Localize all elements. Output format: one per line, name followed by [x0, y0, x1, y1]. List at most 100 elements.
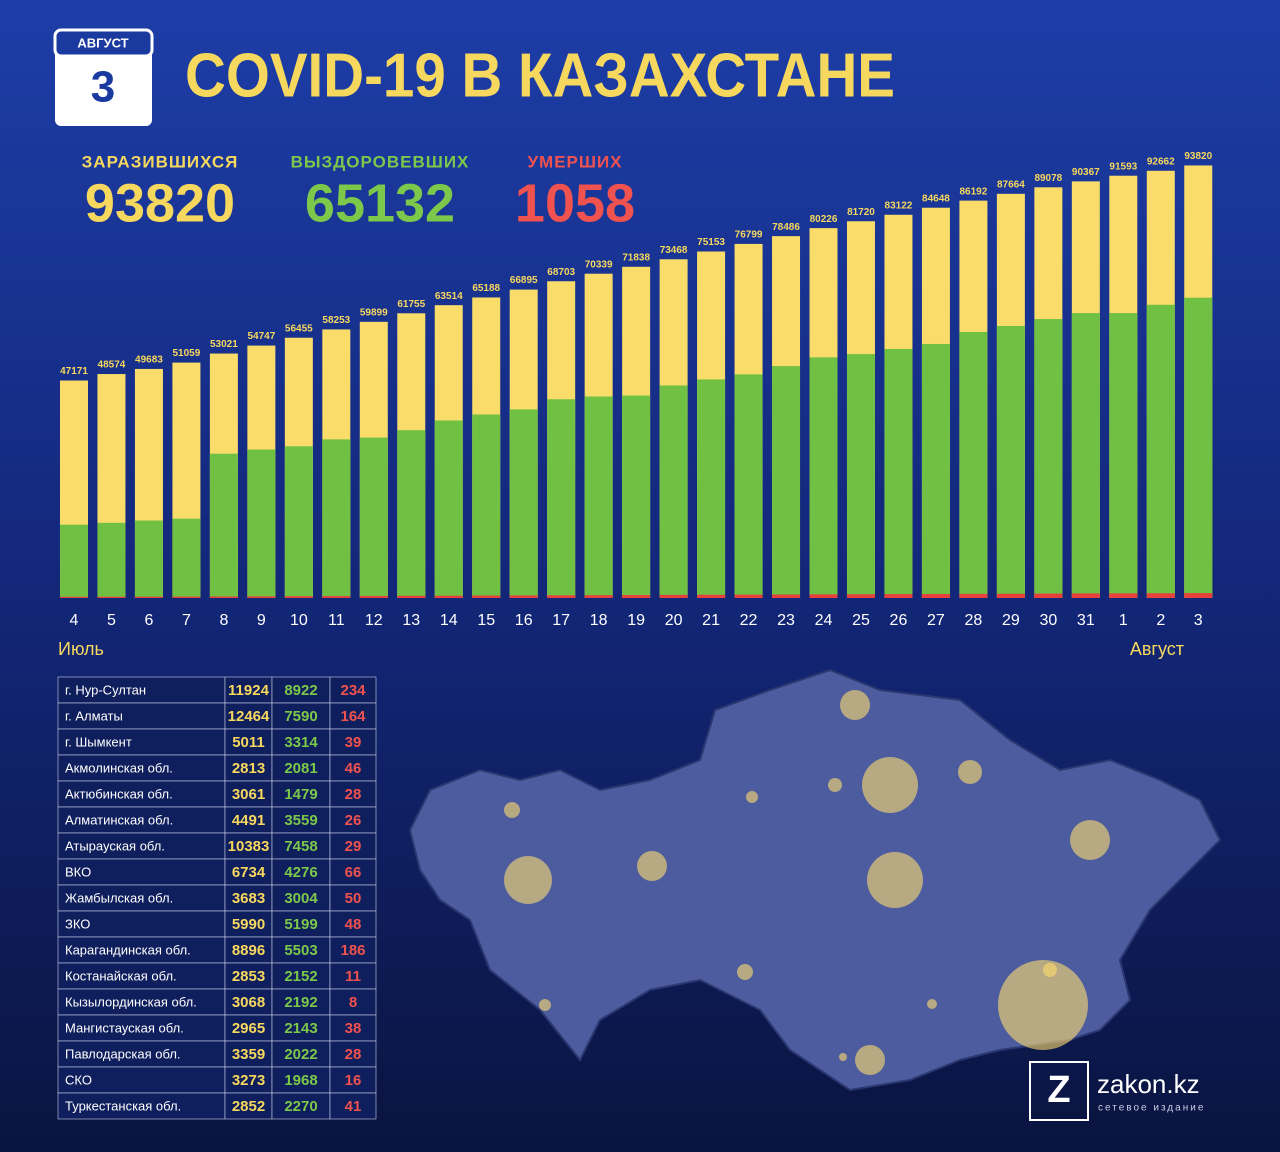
value-label: 70339 [585, 259, 613, 270]
x-tick-label: 29 [1002, 612, 1020, 629]
table-cell [329, 1040, 377, 1068]
bar [172, 518, 201, 598]
bar [584, 595, 613, 598]
bar [472, 414, 501, 598]
table-value: 3061 [232, 786, 265, 803]
table-value: 5199 [284, 916, 317, 933]
table-cell [224, 754, 273, 782]
table-value: 48 [345, 916, 362, 933]
bar [59, 596, 88, 598]
table-cell [57, 910, 226, 938]
x-tick-label: 21 [702, 612, 720, 629]
value-label: 76799 [735, 230, 763, 241]
table-value: 164 [340, 708, 366, 725]
x-tick-label: 20 [665, 612, 683, 629]
table-value: 29 [345, 838, 362, 855]
bar [547, 595, 576, 598]
bar [1034, 319, 1063, 598]
table-cell [271, 676, 331, 704]
table-value: 8 [349, 994, 357, 1011]
table-cell [271, 884, 331, 912]
table-cell [224, 1092, 273, 1120]
table-value: 5990 [232, 916, 265, 933]
value-label: 61755 [397, 299, 425, 310]
table-value: 3359 [232, 1046, 265, 1063]
table-value: 66 [345, 864, 362, 881]
region-name: Костанайская обл. [65, 968, 177, 983]
bar [846, 594, 875, 598]
table-cell [57, 676, 226, 704]
summary-value: 1058 [515, 173, 635, 233]
value-label: 53021 [210, 339, 238, 350]
bar [359, 437, 388, 598]
table-cell [224, 832, 273, 860]
x-tick-label: 10 [290, 612, 308, 629]
summary-value: 93820 [85, 173, 235, 233]
bar [1109, 313, 1138, 598]
bar [397, 595, 426, 598]
x-tick-label: 4 [70, 612, 79, 629]
annotation: Август [1130, 639, 1184, 659]
bar [846, 354, 875, 598]
region-name: Павлодарская обл. [65, 1046, 181, 1061]
value-label: 63514 [435, 291, 463, 302]
table-cell [329, 988, 377, 1016]
value-label: 66895 [510, 275, 538, 286]
value-label: 78486 [772, 222, 800, 233]
bar [1109, 593, 1138, 598]
bar [734, 594, 763, 598]
bar [659, 594, 688, 598]
region-name: Алматинская обл. [65, 812, 173, 827]
table-value: 11 [345, 968, 361, 985]
month: АВГУСТ [77, 35, 128, 50]
x-tick-label: 24 [815, 612, 833, 629]
bar [772, 366, 801, 598]
bar [434, 420, 463, 598]
table-value: 2192 [284, 994, 317, 1011]
table-cell [329, 962, 377, 990]
table-value: 6734 [232, 864, 266, 881]
table-cell [329, 806, 377, 834]
table-cell [57, 754, 226, 782]
bar [996, 325, 1025, 598]
region-name: г. Алматы [65, 708, 123, 723]
table-cell [271, 832, 331, 860]
region-name: Актюбинская обл. [65, 786, 173, 801]
logo-box [1029, 1061, 1089, 1121]
x-tick-label: 31 [1077, 612, 1095, 629]
table-value: 8896 [232, 942, 265, 959]
region-name: ЗКО [65, 916, 90, 931]
table-cell [57, 962, 226, 990]
table-cell [329, 858, 377, 886]
table-value: 2270 [284, 1098, 317, 1115]
table-cell [271, 1014, 331, 1042]
table-cell [57, 936, 226, 964]
table-cell [57, 832, 226, 860]
value-label: 92662 [1147, 156, 1175, 167]
x-tick-label: 19 [627, 612, 645, 629]
bar [359, 595, 388, 598]
bar [284, 446, 313, 598]
table-value: 4491 [232, 812, 265, 829]
table-value: 4276 [284, 864, 317, 881]
bar [659, 385, 688, 598]
bar [509, 595, 538, 598]
bar [622, 595, 651, 598]
x-tick-label: 27 [927, 612, 945, 629]
x-tick-label: 22 [740, 612, 758, 629]
table-cell [271, 806, 331, 834]
bar [996, 593, 1025, 598]
bar [434, 595, 463, 598]
day: 3 [91, 63, 115, 112]
table-value: 3314 [284, 734, 318, 751]
table-value: 2965 [232, 1020, 265, 1037]
value-label: 83122 [885, 200, 913, 211]
value-label: 51059 [173, 348, 201, 359]
table-value: 41 [345, 1098, 362, 1115]
region-name: ВКО [65, 864, 91, 879]
bar [884, 594, 913, 598]
table-value: 3273 [232, 1072, 265, 1089]
x-tick-label: 3 [1194, 612, 1203, 629]
bar [1034, 593, 1063, 598]
